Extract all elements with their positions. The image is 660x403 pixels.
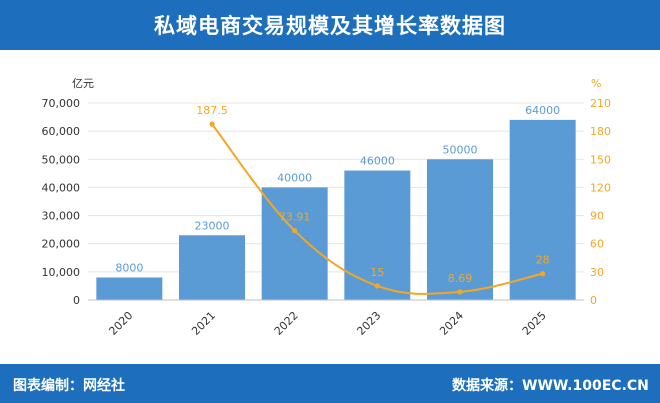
footer-source-value: WWW.100EC.CN xyxy=(522,378,649,394)
y-right-unit: % xyxy=(591,77,601,90)
growth-rate-point xyxy=(209,121,215,127)
growth-rate-label: 8.69 xyxy=(448,272,473,285)
bar xyxy=(179,235,245,300)
y-left-tick-label: 0 xyxy=(73,294,80,307)
x-tick-label: 2020 xyxy=(106,309,135,338)
bar-value-label: 46000 xyxy=(360,155,395,168)
bar-value-label: 50000 xyxy=(443,143,478,156)
title-bar: 私域电商交易规模及其增长率数据图 xyxy=(0,0,660,50)
growth-rate-line xyxy=(211,123,543,295)
x-tick-label: 2023 xyxy=(354,309,383,338)
footer-bar: 图表编制：网经社 数据来源：WWW.100EC.CN xyxy=(0,364,660,403)
chart-area: 0 10,000 20,000 30,000 40,000 50,000 60,000 70,… xyxy=(0,60,660,360)
combo-chart: 0 10,000 20,000 30,000 40,000 50,000 60,000 70,… xyxy=(42,77,612,338)
x-tick-label: 2021 xyxy=(189,309,218,338)
chart-title: 私域电商交易规模及其增长率数据图 xyxy=(154,14,506,38)
y-left-tick-label: 40,000 xyxy=(42,181,81,194)
bar xyxy=(344,170,411,300)
footer-editor: 图表编制：网经社 xyxy=(13,375,125,395)
y-right-tick-label: 90 xyxy=(590,210,604,223)
y-left-tick-label: 20,000 xyxy=(42,238,81,251)
y-left-tick-label: 50,000 xyxy=(42,153,81,166)
x-tick-label: 2025 xyxy=(520,309,549,338)
bar xyxy=(427,159,493,300)
y-right-tick-label: 0 xyxy=(590,294,597,307)
y-left-tick-label: 70,000 xyxy=(42,97,81,110)
growth-rate-point xyxy=(292,228,298,234)
growth-rate-label: 28 xyxy=(536,254,550,267)
bar xyxy=(96,277,163,300)
footer-source-label: 数据来源： xyxy=(452,378,522,394)
y-left-tick-label: 30,000 xyxy=(42,210,81,223)
footer-editor-value: 网经社 xyxy=(83,378,125,394)
y-left-tick-label: 60,000 xyxy=(42,125,81,138)
growth-rate-point xyxy=(374,283,380,289)
growth-rate-point xyxy=(457,289,463,295)
y-right-tick-label: 60 xyxy=(590,238,604,251)
bar-value-label: 40000 xyxy=(277,171,312,184)
footer-editor-label: 图表编制： xyxy=(13,378,83,394)
x-tick-label: 2024 xyxy=(437,309,466,338)
footer-source: 数据来源：WWW.100EC.CN xyxy=(452,375,649,395)
y-right-tick-label: 120 xyxy=(590,181,611,194)
y-right-tick-label: 180 xyxy=(590,125,611,138)
y-right-tick-label: 210 xyxy=(590,97,611,110)
bar-value-label: 8000 xyxy=(115,261,143,274)
x-tick-label: 2022 xyxy=(272,309,301,338)
growth-rate-point xyxy=(540,271,546,277)
y-left-unit: 亿元 xyxy=(72,77,94,90)
bar xyxy=(509,119,576,300)
y-left-tick-label: 10,000 xyxy=(42,266,81,279)
bar-value-label: 23000 xyxy=(195,219,230,232)
bar-value-label: 64000 xyxy=(525,104,560,117)
growth-rate-label: 15 xyxy=(370,266,384,279)
growth-rate-label: 73.91 xyxy=(279,211,311,224)
y-right-tick-label: 150 xyxy=(590,153,611,166)
y-right-tick-label: 30 xyxy=(590,266,604,279)
growth-rate-label: 187.5 xyxy=(196,104,228,117)
